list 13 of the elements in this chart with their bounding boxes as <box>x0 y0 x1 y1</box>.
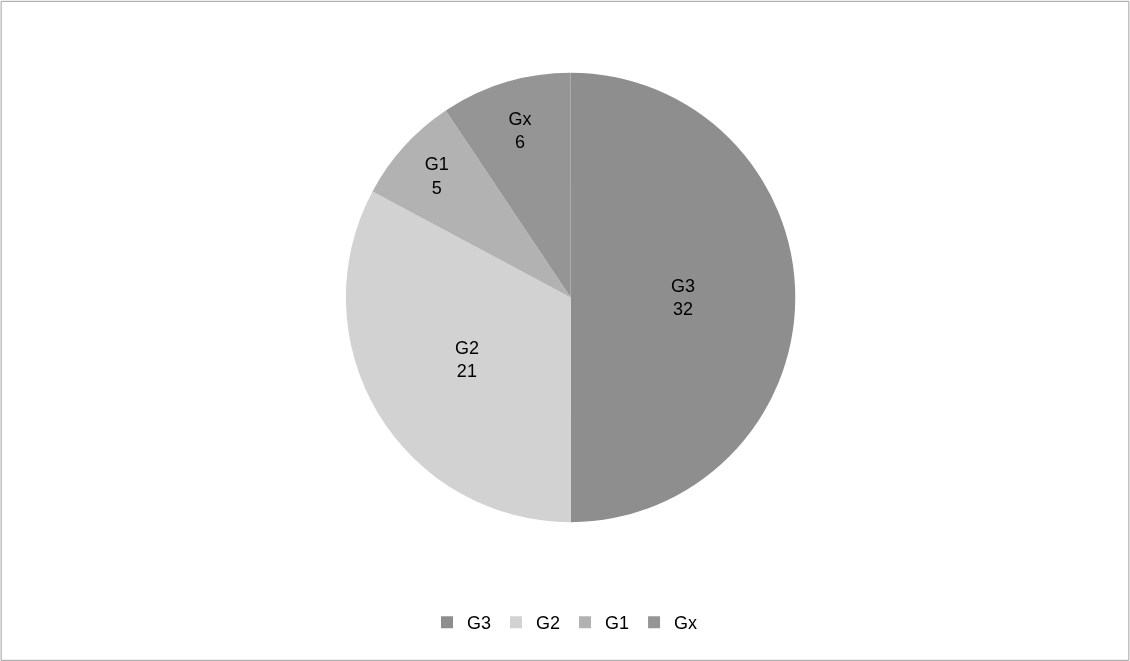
legend-label: G1 <box>605 613 630 634</box>
data-label: 6 <box>515 132 526 153</box>
slice-label: G3 <box>671 275 696 296</box>
slice-label: G1 <box>424 154 449 175</box>
data-label: 32 <box>673 299 694 320</box>
legend-label: G2 <box>536 613 561 634</box>
legend-label: G3 <box>467 613 492 634</box>
data-label: 5 <box>431 177 442 198</box>
slice-label: G2 <box>454 337 479 358</box>
slice-label: Gx <box>508 109 532 130</box>
data-label: 21 <box>456 361 477 382</box>
pie-slice <box>372 110 571 298</box>
legend-label: Gx <box>674 613 698 634</box>
